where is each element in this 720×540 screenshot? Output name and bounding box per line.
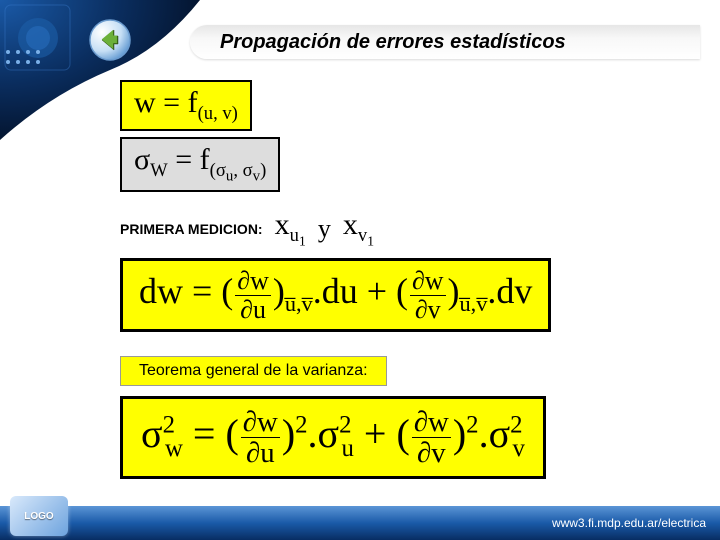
y-connector: y	[318, 214, 331, 244]
back-button[interactable]	[88, 18, 132, 62]
page-title: Propagación de errores estadísticos	[190, 25, 700, 59]
equation-w-def: w = f(u, v)	[120, 80, 252, 131]
slide-content: w = f(u, v) σW = f(σu, σv) PRIMERA MEDIC…	[0, 70, 720, 485]
footer-logo: LOGO	[10, 496, 68, 536]
teorema-label: Teorema general de la varianza:	[120, 356, 387, 386]
eq1-text: w = f	[134, 86, 198, 119]
footer-bar: LOGO www3.fi.mdp.edu.ar/electrica	[0, 506, 720, 540]
primera-medicion-row: PRIMERA MEDICION: xu1 y xv1	[120, 208, 680, 251]
primera-label: PRIMERA MEDICION:	[120, 221, 263, 237]
equation-variance: σ2w = (∂w∂u)2.σ2u + (∂w∂v)2.σ2v	[120, 396, 546, 479]
x-u1: xu1	[275, 208, 306, 251]
footer-url: www3.fi.mdp.edu.ar/electrica	[552, 516, 706, 530]
equation-dw: dw = (∂w∂u)u̅,v̅.du + (∂w∂v)u̅,v̅.dv	[120, 258, 551, 331]
x-v1: xv1	[343, 208, 374, 251]
equation-sigma-w: σW = f(σu, σv)	[120, 137, 280, 192]
